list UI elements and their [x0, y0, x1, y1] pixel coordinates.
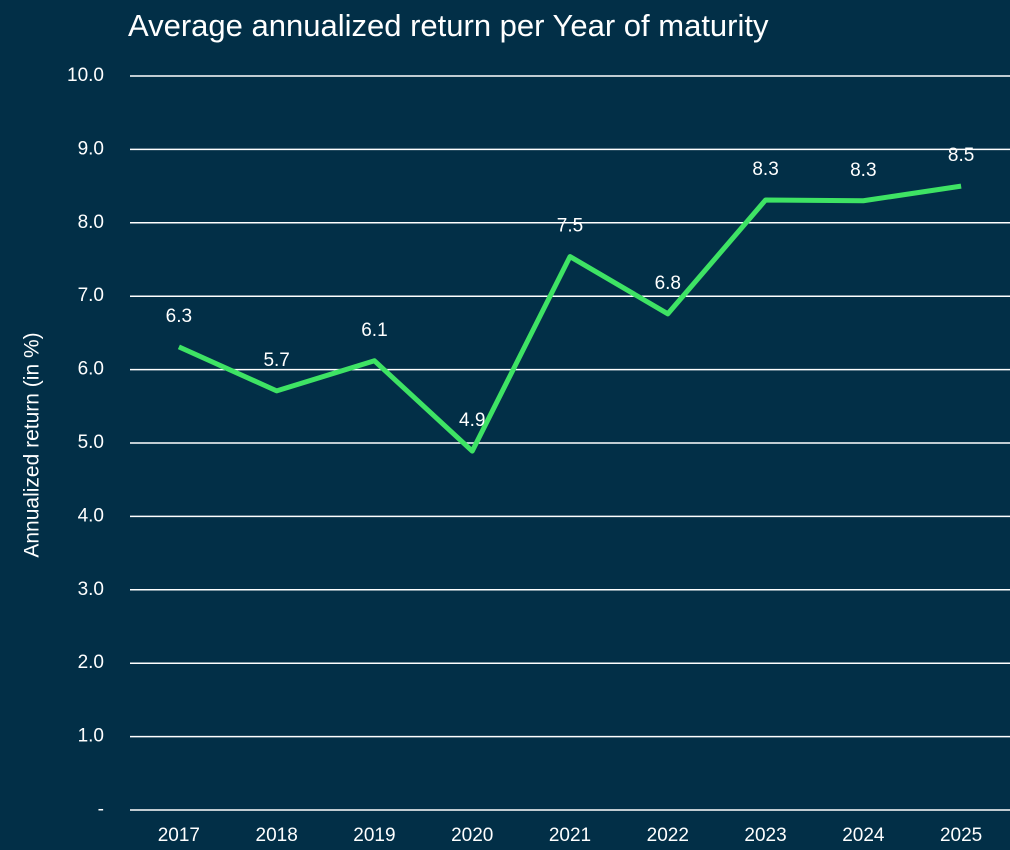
y-tick-label: 3.0: [78, 579, 104, 600]
x-tick-label: 2025: [940, 825, 982, 846]
data-label: 6.8: [655, 273, 681, 294]
x-tick-label: 2019: [353, 825, 395, 846]
y-tick-label: -: [98, 799, 104, 820]
chart-title: Average annualized return per Year of ma…: [128, 8, 769, 43]
y-axis-label: Annualized return (in %): [21, 332, 44, 557]
data-label: 6.1: [361, 320, 387, 341]
data-label: 4.9: [459, 410, 485, 431]
y-tick-label: 7.0: [78, 285, 104, 306]
y-tick-label: 1.0: [78, 726, 104, 747]
y-tick-label: 4.0: [78, 505, 104, 526]
y-tick-label: 9.0: [78, 138, 104, 159]
data-label: 7.5: [557, 216, 583, 237]
x-tick-label: 2021: [549, 825, 591, 846]
line: [177, 183, 962, 454]
x-tick-label: 2017: [158, 825, 200, 846]
data-label: 6.3: [166, 306, 192, 327]
x-tick-label: 2022: [647, 825, 689, 846]
data-label: 8.3: [850, 160, 876, 181]
x-tick-label: 2018: [256, 825, 298, 846]
y-tick-label: 10.0: [67, 65, 104, 86]
x-tick-label: 2020: [451, 825, 493, 846]
data-label: 5.7: [263, 350, 289, 371]
x-tick-label: 2023: [744, 825, 786, 846]
x-tick-label: 2024: [842, 825, 885, 846]
data-label: 8.3: [752, 159, 778, 180]
data-label: 8.5: [948, 145, 974, 166]
y-tick-label: 2.0: [78, 652, 104, 673]
y-tick-label: 6.0: [78, 359, 104, 380]
y-tick-label: 8.0: [78, 212, 104, 233]
y-tick-label: 5.0: [78, 432, 104, 453]
